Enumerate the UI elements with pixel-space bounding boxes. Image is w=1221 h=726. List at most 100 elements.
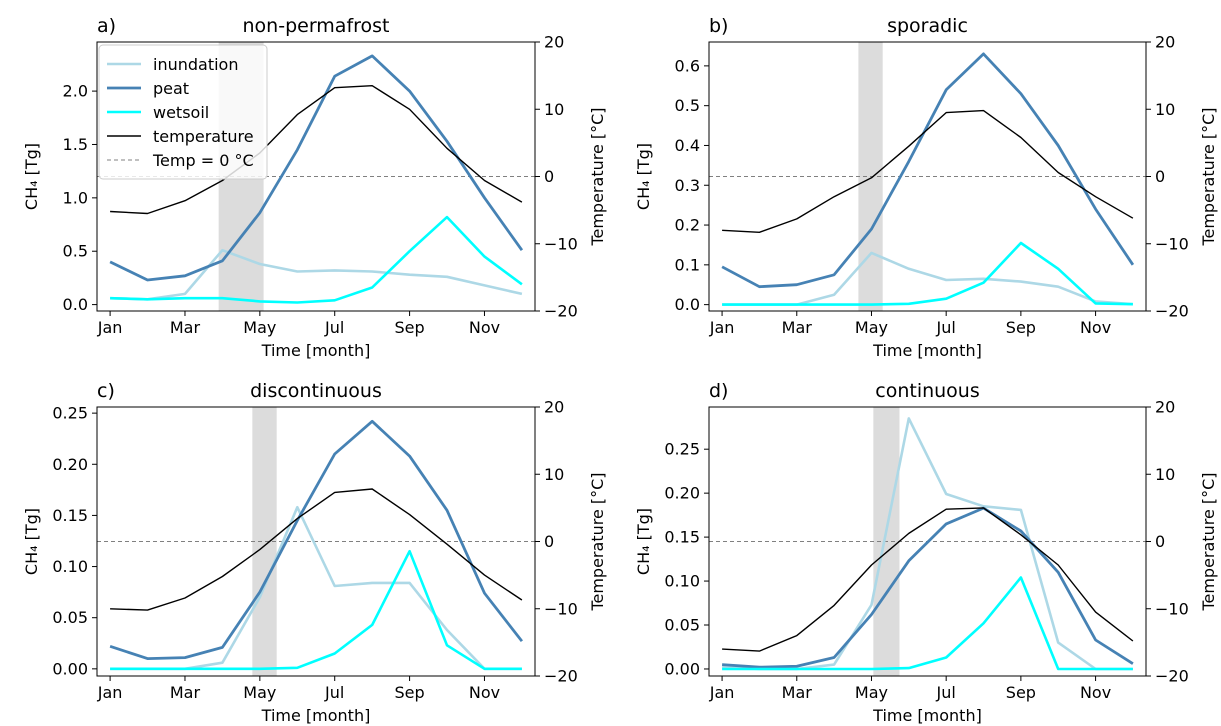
y-tick-label: 0.00 bbox=[52, 659, 88, 678]
x-tick-label: Nov bbox=[1080, 683, 1111, 702]
y-axis-label: CH₄ [Tg] bbox=[22, 143, 41, 210]
y2-tick-label: −20 bbox=[1155, 302, 1189, 321]
x-axis-label: Time [month] bbox=[872, 341, 982, 360]
legend-label: wetsoil bbox=[153, 103, 209, 122]
y2-tick-label: 0 bbox=[1155, 167, 1165, 186]
panel-title: non-permafrost bbox=[243, 15, 390, 37]
x-tick-label: Jan bbox=[709, 683, 735, 702]
x-tick-label: May bbox=[243, 683, 276, 702]
x-tick-label: Mar bbox=[782, 683, 813, 702]
y-tick-label: 0.3 bbox=[675, 176, 700, 195]
x-tick-label: May bbox=[855, 683, 888, 702]
series-temperature-line bbox=[722, 507, 1134, 652]
y-tick-label: 0.15 bbox=[52, 506, 88, 525]
series-temperature-line bbox=[110, 488, 523, 611]
legend-box bbox=[98, 44, 268, 180]
y2-tick-label: 0 bbox=[544, 167, 554, 186]
series-wetsoil-line bbox=[110, 549, 522, 671]
y2-axis-label: Temperature [°C] bbox=[588, 472, 607, 611]
y-axis-label: CH₄ [Tg] bbox=[634, 508, 653, 575]
x-axis-label: Time [month] bbox=[261, 341, 371, 360]
x-tick-label: Sep bbox=[395, 318, 425, 337]
legend: inundation peat wetsoil temperature Temp = 0… bbox=[98, 44, 268, 180]
x-tick-label: May bbox=[243, 318, 276, 337]
y-tick-label: 0.5 bbox=[675, 96, 700, 115]
x-tick-label: Jul bbox=[324, 683, 344, 702]
y2-axis-label: Temperature [°C] bbox=[1199, 472, 1218, 611]
x-axis-label: Time [month] bbox=[872, 706, 982, 725]
y2-axis-label: Temperature [°C] bbox=[588, 107, 607, 246]
series-peat-line bbox=[109, 419, 524, 660]
y-tick-label: 0.10 bbox=[664, 572, 700, 591]
y-tick-label: 0.20 bbox=[664, 484, 700, 503]
series-peat-line bbox=[721, 52, 1135, 289]
x-tick-label: Nov bbox=[469, 683, 500, 702]
y-tick-label: 0.00 bbox=[664, 659, 700, 678]
series-wetsoil-line bbox=[722, 241, 1133, 306]
x-tick-label: Sep bbox=[1006, 318, 1036, 337]
series-wetsoil-line bbox=[722, 576, 1133, 671]
y-tick-label: 1.5 bbox=[63, 135, 88, 154]
y-tick-label: 0.2 bbox=[675, 216, 700, 235]
y2-tick-label: 10 bbox=[1155, 465, 1175, 484]
x-tick-label: Nov bbox=[1080, 318, 1111, 337]
y-tick-label: 0.1 bbox=[675, 255, 700, 274]
panel-letter: d) bbox=[709, 380, 728, 402]
x-tick-label: Mar bbox=[170, 318, 201, 337]
x-tick-label: Jul bbox=[936, 683, 956, 702]
y-tick-label: 2.0 bbox=[63, 82, 88, 101]
y2-tick-label: 0 bbox=[544, 532, 554, 551]
y2-tick-label: 20 bbox=[1155, 398, 1175, 417]
x-tick-label: Nov bbox=[469, 318, 500, 337]
y-axis-label: CH₄ [Tg] bbox=[22, 508, 41, 575]
y2-tick-label: 10 bbox=[544, 100, 564, 119]
y2-tick-label: 20 bbox=[544, 33, 564, 52]
y-tick-label: 1.0 bbox=[63, 188, 88, 207]
x-axis-label: Time [month] bbox=[261, 706, 371, 725]
y2-tick-label: −10 bbox=[1155, 599, 1189, 618]
panel-title: sporadic bbox=[887, 15, 968, 37]
y2-tick-label: −20 bbox=[544, 302, 578, 321]
y-tick-label: 0.20 bbox=[52, 455, 88, 474]
legend-label: temperature bbox=[153, 127, 254, 146]
x-tick-label: Jan bbox=[709, 318, 735, 337]
y2-tick-label: −10 bbox=[1155, 234, 1189, 253]
y-tick-label: 0.5 bbox=[63, 242, 88, 261]
y-tick-label: 0.0 bbox=[675, 295, 700, 314]
panel-letter: b) bbox=[709, 15, 728, 37]
y-tick-label: 0.6 bbox=[675, 56, 700, 75]
x-tick-label: Jul bbox=[936, 318, 956, 337]
x-tick-label: Sep bbox=[1006, 683, 1036, 702]
legend-label: peat bbox=[153, 79, 189, 98]
x-tick-label: Mar bbox=[782, 318, 813, 337]
y-tick-label: 0.15 bbox=[664, 528, 700, 547]
legend-label: inundation bbox=[153, 55, 238, 74]
y2-tick-label: 0 bbox=[1155, 532, 1165, 551]
y2-tick-label: 20 bbox=[1155, 33, 1175, 52]
series-inundation-line bbox=[110, 248, 523, 301]
series-peat-line bbox=[722, 506, 1134, 669]
panel-title: continuous bbox=[875, 380, 980, 402]
y-tick-label: 0.25 bbox=[52, 404, 88, 423]
series-temperature-line bbox=[722, 109, 1134, 234]
y-tick-label: 0.4 bbox=[675, 136, 700, 155]
y2-axis-label: Temperature [°C] bbox=[1199, 107, 1218, 246]
y-tick-label: 0.10 bbox=[52, 557, 88, 576]
y2-tick-label: −10 bbox=[544, 234, 578, 253]
series-temperature-line bbox=[110, 84, 523, 215]
x-tick-label: Mar bbox=[170, 683, 201, 702]
x-tick-label: Jan bbox=[97, 683, 123, 702]
x-tick-label: Sep bbox=[395, 683, 425, 702]
y-tick-label: 0.05 bbox=[52, 608, 88, 627]
y2-tick-label: 10 bbox=[1155, 100, 1175, 119]
y-tick-label: 0.05 bbox=[664, 616, 700, 635]
series-inundation-line bbox=[110, 505, 522, 671]
series-wetsoil-line bbox=[110, 215, 523, 304]
panel-2: Jan Mar May Jul Sep Nov 0.00 0.05 0.10 0.15 0.20 0.… bbox=[22, 380, 607, 725]
y2-tick-label: −20 bbox=[1155, 667, 1189, 686]
x-tick-label: Jul bbox=[324, 318, 344, 337]
y2-tick-label: −20 bbox=[544, 667, 578, 686]
x-tick-label: May bbox=[855, 318, 888, 337]
panel-1: Jan Mar May Jul Sep Nov 0.0 0.1 0.2 0.3 0.4 0.5 0.6 −… bbox=[634, 15, 1218, 360]
